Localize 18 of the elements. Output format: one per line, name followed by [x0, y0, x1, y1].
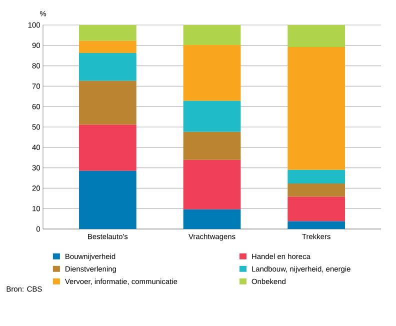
- bar: [288, 170, 346, 184]
- bar: [78, 124, 136, 171]
- bar: [183, 209, 241, 229]
- bar: [78, 170, 136, 229]
- bar: [78, 40, 136, 53]
- bar: [288, 196, 346, 222]
- bar: [288, 24, 346, 48]
- bar: [288, 184, 346, 197]
- bar: [78, 80, 136, 125]
- bar: [183, 132, 241, 160]
- bar: [288, 221, 346, 229]
- bar: [183, 100, 241, 132]
- bar: [78, 24, 136, 41]
- bar: [183, 160, 241, 210]
- bar: [288, 47, 346, 170]
- bar: [183, 24, 241, 45]
- bar: [183, 44, 241, 101]
- bar: [78, 52, 136, 81]
